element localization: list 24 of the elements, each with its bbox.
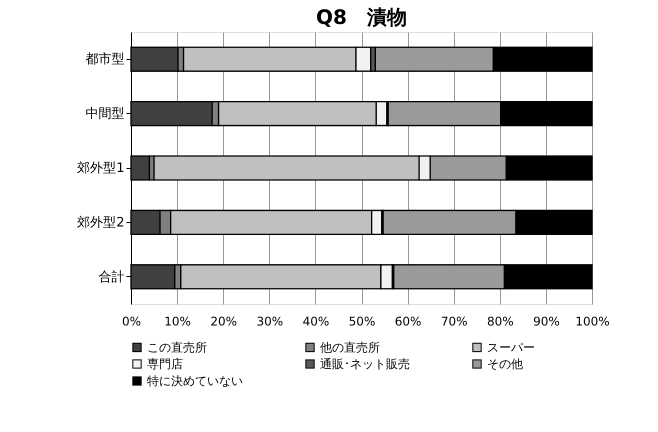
y-tick-label: 郊外型2 [77,215,124,230]
y-tick-label: 郊外型1 [77,161,124,176]
y-tick-label: 合計 [98,270,124,285]
legend-label: 他の直売所 [320,340,380,354]
x-tick-label: 30% [256,314,284,328]
x-tick-label: 80% [486,314,514,328]
legend-label: この直売所 [147,340,207,354]
legend-label: その他 [487,357,523,371]
legend-label: 通販･ネット販売 [320,357,410,371]
x-tick-label: 20% [210,314,238,328]
x-tick-label: 100% [575,314,610,328]
chart-title: Q8 漬物 [316,5,407,29]
legend-label: 特に決めていない [147,374,243,388]
y-tick-label: 中間型 [86,106,124,122]
legend-label: スーパー [487,340,535,354]
x-tick-label: 90% [533,314,560,328]
legend-label: 専門店 [147,357,183,371]
x-tick-label: 0% [122,314,142,328]
x-tick-label: 40% [302,314,330,328]
y-tick-label: 都市型 [86,52,124,68]
x-tick-label: 60% [394,314,422,328]
x-tick-label: 10% [164,314,191,328]
x-tick-label: 50% [348,314,376,328]
x-tick-label: 70% [440,314,468,328]
